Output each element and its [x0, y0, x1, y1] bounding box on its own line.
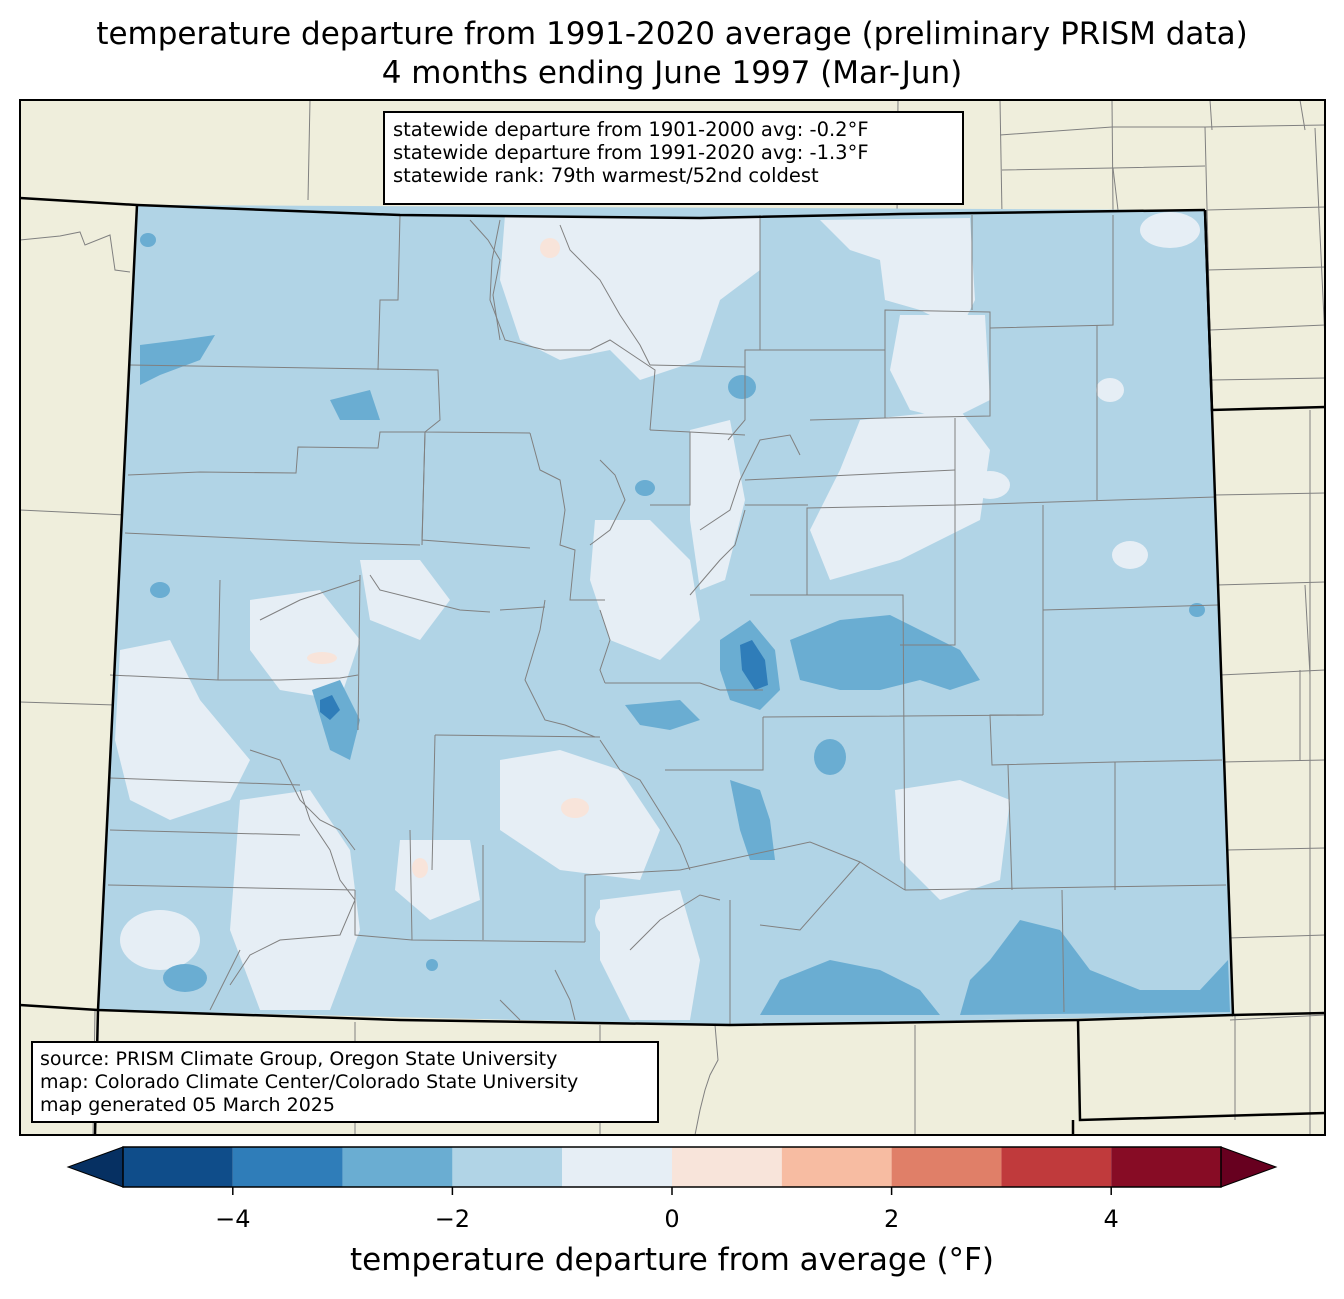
contour-light-southwest-2 [230, 790, 360, 1010]
contour-dark-west [320, 695, 340, 720]
contour-light-southeast [895, 780, 1010, 900]
map-generated-line: map generated 05 March 2025 [40, 1094, 335, 1116]
stats-departure-1991-2020: statewide departure from 1991-2020 avg: … [393, 141, 869, 164]
stats-departure-1901-2000: statewide departure from 1901-2000 avg: … [393, 118, 869, 141]
colorbar-segment [891, 1147, 1002, 1187]
colorbar-segment [452, 1147, 563, 1187]
county-lines [107, 214, 1227, 1025]
contour-medium-south-plains [760, 960, 940, 1015]
contour-warm-spot-3 [307, 652, 337, 664]
contour-light-southwest [115, 640, 250, 820]
contour-light-west [360, 560, 450, 640]
colorbar-label: temperature departure from average (°F) [350, 1242, 994, 1278]
colorbar-tick-label: 4 [1103, 1205, 1119, 1233]
contour-medium-pueblo [790, 615, 980, 690]
map-title-line2: 4 months ending June 1997 (Mar-Jun) [381, 55, 963, 91]
colorbar-tick-label: 2 [883, 1205, 900, 1233]
contour-warm-spot-2 [561, 798, 589, 818]
contour-light-central [590, 520, 700, 660]
colorbar-segment [1111, 1147, 1221, 1187]
map-frame [19, 99, 1326, 1136]
colorbar-tick-label: −2 [434, 1205, 471, 1233]
colorbar-over-triangle [1220, 1146, 1278, 1188]
contour-medium-south-central [625, 700, 700, 730]
contour-light-plains [890, 315, 990, 420]
contour-light-west-2 [250, 590, 360, 700]
contour-light-front-range [690, 420, 745, 590]
colorbar-segment [232, 1147, 343, 1187]
contour-dark-colorado-springs [740, 640, 768, 690]
map-title-line1: temperature departure from 1991-2020 ave… [96, 16, 1248, 52]
contour-light-northeast [820, 218, 975, 330]
contour-light-east-central [810, 410, 990, 580]
colorbar [66, 1146, 1278, 1195]
colorbar-tick-label: 0 [664, 1205, 680, 1233]
colorbar-tick-label: −4 [215, 1205, 251, 1233]
contour-warm-spot-1 [540, 238, 560, 258]
map-credit-line: map: Colorado Climate Center/Colorado St… [40, 1071, 579, 1093]
contour-medium-arkansas [730, 780, 775, 860]
stats-rank: statewide rank: 79th warmest/52nd coldes… [393, 164, 819, 187]
source-line: source: PRISM Climate Group, Oregon Stat… [40, 1048, 558, 1070]
contour-warm-spot-4 [412, 858, 428, 878]
colorbar-segment [672, 1147, 782, 1187]
colorbar-segment [562, 1147, 672, 1187]
colorbar-under-triangle [66, 1146, 124, 1188]
colorbar-segment [1001, 1147, 1112, 1187]
colorbar-segment [123, 1147, 233, 1187]
source-credit-box: source: PRISM Climate Group, Oregon Stat… [31, 1041, 659, 1123]
contour-medium-northwest-2 [330, 390, 380, 420]
contour-medium-northwest [140, 335, 215, 385]
colorbar-segment [342, 1147, 453, 1187]
contour-medium-southeast [960, 920, 1230, 1015]
statewide-stats-box: statewide departure from 1901-2000 avg: … [383, 111, 964, 205]
neighbor-county-lines [19, 99, 1326, 1136]
colorbar-segment [781, 1147, 892, 1187]
colorado-temperature-field [98, 205, 1233, 1025]
